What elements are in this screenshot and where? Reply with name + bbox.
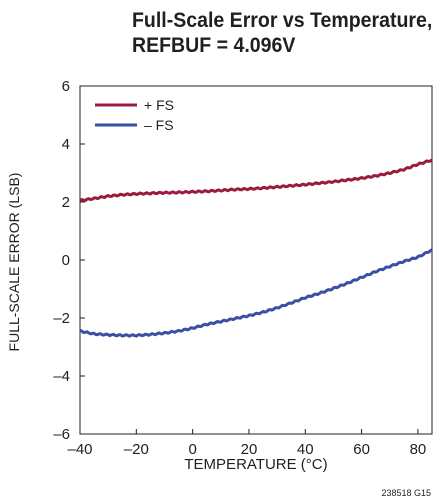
legend-label: – FS (144, 117, 174, 133)
x-tick-label: 20 (241, 441, 258, 458)
x-tick-label: 40 (297, 441, 314, 458)
y-tick-label: –2 (53, 310, 70, 327)
x-tick-label: –40 (67, 441, 92, 458)
y-tick-label: 6 (62, 78, 70, 95)
y-tick-label: 2 (62, 194, 70, 211)
y-tick-label: 0 (62, 252, 70, 269)
chart-title-line-2: REFBUF = 4.096V (132, 34, 296, 57)
figure-id: 238518 G15 (381, 488, 431, 498)
x-tick-label: 80 (410, 441, 427, 458)
chart-title: Full-Scale Error vs Temperature, REFBUF … (132, 8, 433, 58)
x-axis-label: TEMPERATURE (°C) (184, 456, 328, 473)
series-line-plus-fs (79, 158, 433, 202)
y-tick-label: –4 (53, 368, 70, 385)
x-tick-label: 0 (188, 441, 196, 458)
plot-frame (79, 85, 433, 435)
x-tick-label: 60 (353, 441, 370, 458)
legend-label: + FS (144, 97, 174, 113)
series-line-minus-fs (79, 248, 433, 338)
y-tick-label: 4 (62, 136, 70, 153)
x-tick-label: –20 (124, 441, 149, 458)
chart-title-line-1: Full-Scale Error vs Temperature, (132, 9, 433, 32)
y-axis-label: FULL-SCALE ERROR (LSB) (6, 172, 22, 352)
y-tick-label: –6 (53, 426, 70, 443)
